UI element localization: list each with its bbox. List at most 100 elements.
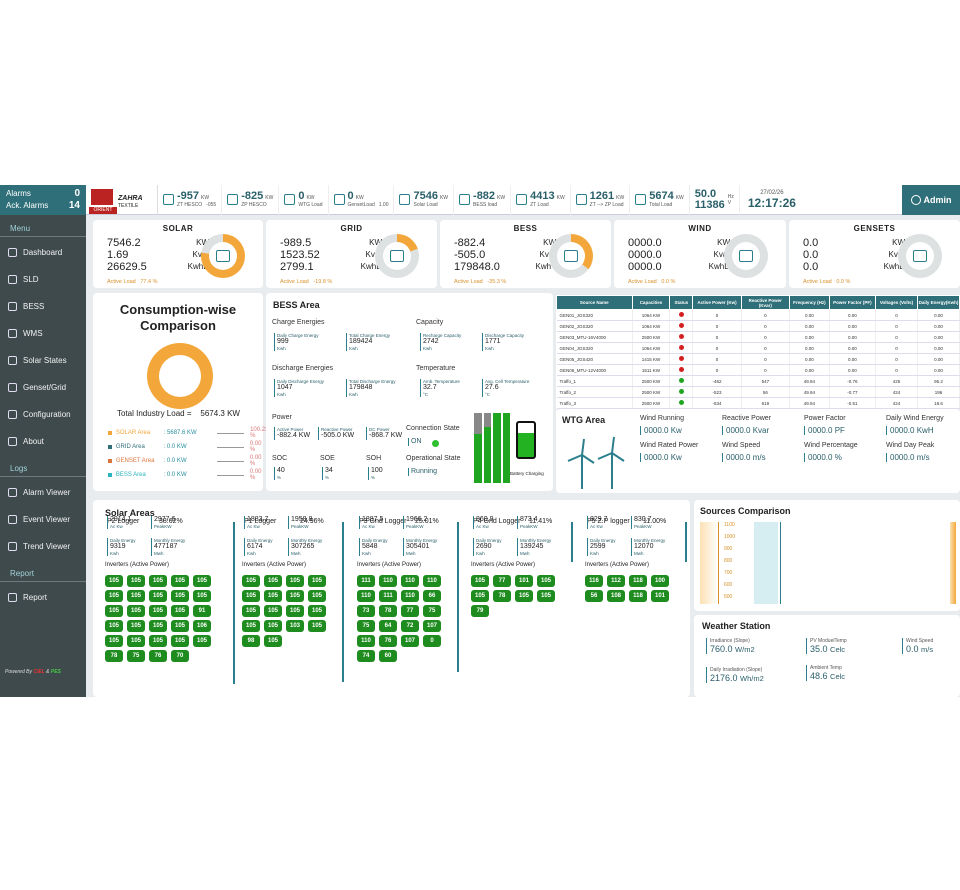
inverter-badge[interactable]: 110: [379, 575, 397, 587]
inverter-badge[interactable]: 77: [493, 575, 511, 587]
inverter-badge[interactable]: 105: [171, 590, 189, 602]
summary-card-grid[interactable]: GRID -989.5 KW 1523.52 Kvar 2799.1 KwhD Active …: [266, 220, 437, 288]
inverter-badge[interactable]: 105: [264, 590, 282, 602]
table-row[interactable]: GEN05_JGS420 1415 KW 0 0 0.00 0.00 0 0.00: [556, 353, 960, 365]
inverter-badge[interactable]: 105: [127, 620, 145, 632]
inverter-badge[interactable]: 78: [493, 590, 511, 602]
inverter-badge[interactable]: 105: [149, 620, 167, 632]
inverter-badge[interactable]: 75: [357, 620, 375, 632]
inverter-badge[interactable]: 105: [171, 620, 189, 632]
table-row[interactable]: Traffo_3 2500 KW -534 619 49.94 -0.51 424 18.6: [556, 397, 960, 409]
inverter-badge[interactable]: 118: [629, 590, 647, 602]
table-row[interactable]: Traffo_1 2500 KW -462 547 49.94 -0.76 425 95.2: [556, 375, 960, 387]
inverter-badge[interactable]: 75: [127, 650, 145, 662]
inverter-badge[interactable]: 105: [264, 575, 282, 587]
inverter-badge[interactable]: 105: [471, 575, 489, 587]
inverter-badge[interactable]: 105: [105, 575, 123, 587]
sidebar-item-wms[interactable]: WMS: [0, 320, 86, 347]
inverter-badge[interactable]: 78: [105, 650, 123, 662]
inverter-badge[interactable]: 110: [357, 635, 375, 647]
inverter-badge[interactable]: 105: [127, 635, 145, 647]
inverter-badge[interactable]: 76: [149, 650, 167, 662]
inverter-badge[interactable]: 105: [264, 620, 282, 632]
inverter-badge[interactable]: 105: [127, 575, 145, 587]
inverter-badge[interactable]: 105: [149, 575, 167, 587]
table-row[interactable]: Traffo_2 2500 KW -523 56 49.94 -0.77 424 196: [556, 386, 960, 398]
inverter-badge[interactable]: 56: [585, 590, 603, 602]
summary-card-wind[interactable]: WIND 0000.0 KW 0000.0 Kvar 0000.0 KwhD Active L…: [614, 220, 786, 288]
inverter-badge[interactable]: 105: [193, 575, 211, 587]
inverter-badge[interactable]: 105: [286, 590, 304, 602]
inverter-badge[interactable]: 70: [171, 650, 189, 662]
inverter-badge[interactable]: 105: [308, 575, 326, 587]
inverter-badge[interactable]: 118: [629, 575, 647, 587]
inverter-badge[interactable]: 110: [401, 575, 419, 587]
admin-button[interactable]: Admin: [902, 185, 960, 215]
table-row[interactable]: GEN01_JGS320 1064 KW 0 0 0.00 0.00 0 0.00: [556, 309, 960, 321]
inverter-badge[interactable]: 111: [379, 590, 397, 602]
inverter-badge[interactable]: 105: [471, 590, 489, 602]
sidebar-item-solar-states[interactable]: Solar States: [0, 347, 86, 374]
inverter-badge[interactable]: 75: [423, 605, 441, 617]
summary-card-solar[interactable]: SOLAR 7546.2 KW 1.69 Kvar 26629.5 KwhD Active L…: [93, 220, 263, 288]
inverter-badge[interactable]: 111: [357, 575, 375, 587]
inverter-badge[interactable]: 105: [242, 590, 260, 602]
inverter-badge[interactable]: 64: [379, 620, 397, 632]
table-row[interactable]: GEN03_MTU-16V4000 2500 KW 0 0 0.00 0.00 0 0.00: [556, 331, 960, 343]
inverter-badge[interactable]: 110: [401, 590, 419, 602]
sidebar-item-bess[interactable]: BESS: [0, 293, 86, 320]
inverter-badge[interactable]: 103: [286, 620, 304, 632]
sidebar-item-sld[interactable]: SLD: [0, 266, 86, 293]
inverter-badge[interactable]: 105: [537, 575, 555, 587]
inverter-badge[interactable]: 77: [401, 605, 419, 617]
inverter-badge[interactable]: 105: [264, 605, 282, 617]
inverter-badge[interactable]: 105: [105, 605, 123, 617]
sidebar-item-configuration[interactable]: Configuration: [0, 401, 86, 428]
inverter-badge[interactable]: 105: [105, 590, 123, 602]
inverter-badge[interactable]: 79: [471, 605, 489, 617]
sidebar-item-genset-grid[interactable]: Genset/Grid: [0, 374, 86, 401]
inverter-badge[interactable]: 105: [308, 590, 326, 602]
inverter-badge[interactable]: 60: [379, 650, 397, 662]
inverter-badge[interactable]: 105: [242, 620, 260, 632]
sidebar-item-dashboard[interactable]: Dashboard: [0, 239, 86, 266]
table-row[interactable]: GEN04_JGS320 1064 KW 0 0 0.00 0.00 0 0.00: [556, 342, 960, 354]
inverter-badge[interactable]: 105: [264, 635, 282, 647]
inverter-badge[interactable]: 105: [149, 590, 167, 602]
summary-card-gensets[interactable]: GENSETS 0.0 KW 0.0 Kvar 0.0 KwhD Active Load 0.…: [789, 220, 960, 288]
summary-card-bess[interactable]: BESS -882.4 KW -505.0 Kvar 179848.0 KwhT Active…: [440, 220, 611, 288]
inverter-badge[interactable]: 98: [242, 635, 260, 647]
inverter-badge[interactable]: 116: [585, 575, 603, 587]
inverter-badge[interactable]: 105: [171, 635, 189, 647]
inverter-badge[interactable]: 105: [149, 635, 167, 647]
inverter-badge[interactable]: 105: [193, 590, 211, 602]
sidebar-item-trend-viewer[interactable]: Trend Viewer: [0, 533, 86, 560]
inverter-badge[interactable]: 110: [357, 590, 375, 602]
inverter-badge[interactable]: 105: [537, 590, 555, 602]
inverter-badge[interactable]: 112: [607, 575, 625, 587]
inverter-badge[interactable]: 105: [127, 605, 145, 617]
inverter-badge[interactable]: 110: [423, 575, 441, 587]
inverter-badge[interactable]: 105: [286, 575, 304, 587]
inverter-badge[interactable]: 78: [379, 605, 397, 617]
sidebar-item-event-viewer[interactable]: Event Viewer: [0, 506, 86, 533]
sidebar-item-report[interactable]: Report: [0, 584, 86, 611]
inverter-badge[interactable]: 105: [193, 635, 211, 647]
inverter-badge[interactable]: 105: [127, 590, 145, 602]
inverter-badge[interactable]: 101: [651, 590, 669, 602]
inverter-badge[interactable]: 105: [105, 635, 123, 647]
inverter-badge[interactable]: 0: [423, 635, 441, 647]
inverter-badge[interactable]: 105: [286, 605, 304, 617]
inverter-badge[interactable]: 73: [357, 605, 375, 617]
inverter-badge[interactable]: 105: [242, 575, 260, 587]
inverter-badge[interactable]: 100: [651, 575, 669, 587]
inverter-badge[interactable]: 72: [401, 620, 419, 632]
table-row[interactable]: GEN02_JGS320 1064 KW 0 0 0.00 0.00 0 0.00: [556, 320, 960, 332]
inverter-badge[interactable]: 66: [423, 590, 441, 602]
inverter-badge[interactable]: 74: [357, 650, 375, 662]
alarm-panel[interactable]: Alarms 0 Ack. Alarms 14: [0, 185, 86, 215]
sidebar-item-alarm-viewer[interactable]: Alarm Viewer: [0, 479, 86, 506]
sidebar-item-about[interactable]: About: [0, 428, 86, 455]
inverter-badge[interactable]: 105: [171, 605, 189, 617]
table-row[interactable]: GEN06_MTU-12V4000 1511 KW 0 0 0.00 0.00 0 0.00: [556, 364, 960, 376]
